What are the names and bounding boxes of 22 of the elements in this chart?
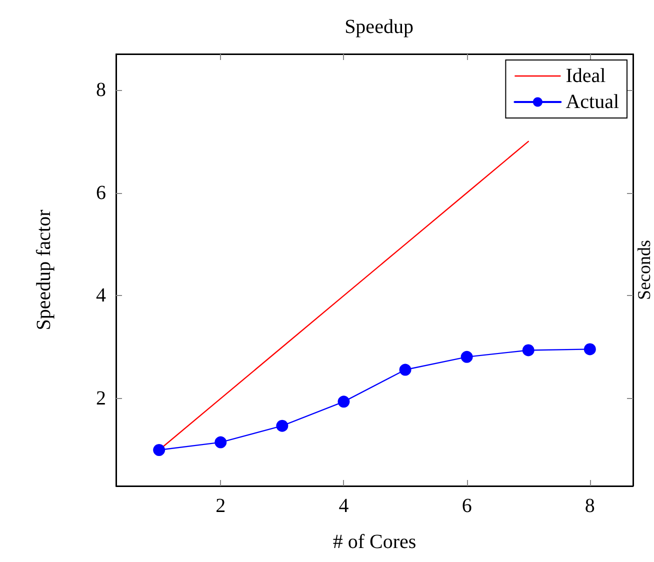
x-tick-label: 2 [216, 495, 226, 517]
legend-label: Actual [566, 91, 620, 113]
legend-label: Ideal [566, 65, 606, 87]
y-tick-label: 4 [96, 284, 106, 307]
point [276, 420, 288, 432]
point [153, 444, 166, 456]
x-axis-title: # of Cores [332, 531, 416, 553]
point [214, 436, 227, 448]
y-tick-label: 6 [96, 182, 106, 204]
point [522, 344, 534, 356]
point [460, 350, 473, 363]
x-tick-label: 6 [462, 495, 472, 517]
x-tick-label: 8 [584, 495, 595, 517]
y-tick-label: 8 [96, 79, 106, 101]
y-tick-label: 2 [96, 388, 106, 410]
x-tick-label: 4 [338, 495, 349, 517]
point [584, 343, 596, 356]
chart-title: Speedup [344, 16, 414, 38]
point [399, 364, 412, 376]
y2-axis-title: Seconds [634, 240, 654, 300]
point [338, 396, 350, 408]
y-axis-title: Speedup factor [33, 209, 55, 330]
